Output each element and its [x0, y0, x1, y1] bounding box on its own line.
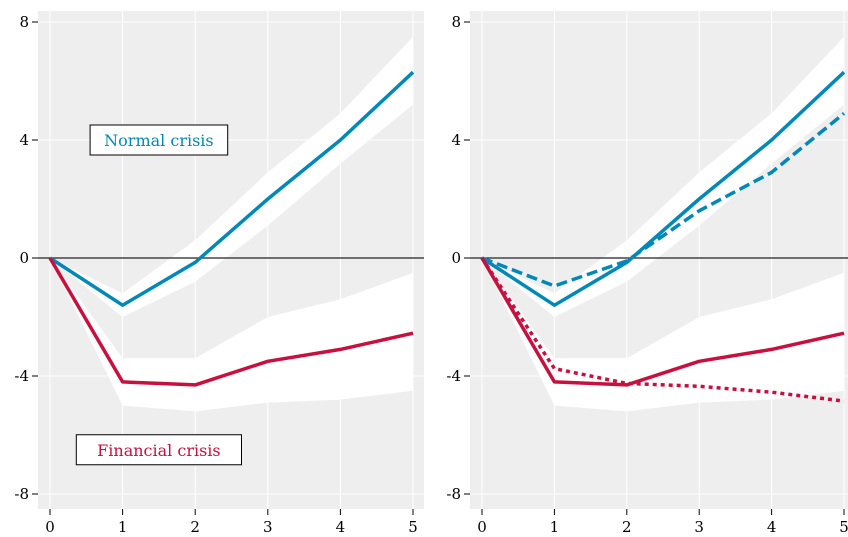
x-tick-label: 5 [839, 518, 848, 536]
x-tick-label: 1 [550, 518, 560, 536]
x-tick-label: 5 [408, 518, 418, 536]
y-tick-label: 4 [451, 131, 461, 149]
x-tick-label: 1 [118, 518, 128, 536]
y-tick-label: 0 [451, 249, 461, 267]
x-tick-label: 3 [263, 518, 273, 536]
annotation-box [89, 124, 229, 156]
plot-background [470, 11, 848, 509]
annotation-box [75, 434, 242, 466]
y-tick-label: -8 [446, 485, 461, 503]
y-tick-label: 4 [19, 131, 29, 149]
x-tick-label: 0 [45, 518, 55, 536]
y-tick-label: 8 [451, 13, 461, 31]
x-tick-label: 4 [336, 518, 346, 536]
left-panel: 0 1 2 3 4 5 -8 -4 0 4 8 Normal crisis Financial cris… [14, 11, 424, 536]
x-tick-label: 2 [190, 518, 200, 536]
confidence-band [50, 258, 413, 412]
series-line-blue-solid [49, 70, 415, 307]
y-tick-label: -4 [446, 367, 461, 385]
y-tick-label: -4 [14, 367, 29, 385]
series-line-blue-dashed [481, 112, 846, 288]
series-line-red-solid [480, 257, 845, 387]
y-tick-label: 8 [19, 13, 29, 31]
right-panel: 0 1 2 3 4 5 -8 -4 0 4 8 [446, 11, 848, 536]
annotation-label: Normal crisis [104, 131, 213, 150]
series-line-blue-solid [481, 70, 846, 307]
x-tick-label: 3 [694, 518, 704, 536]
x-tick-label: 0 [477, 518, 487, 536]
annotation-label: Financial crisis [97, 441, 220, 460]
series-line-red-solid [48, 257, 414, 387]
confidence-band [482, 258, 844, 412]
y-tick-label: -8 [14, 485, 29, 503]
y-tick-label: 0 [19, 249, 29, 267]
x-tick-label: 2 [622, 518, 632, 536]
series-line-red-dotted [480, 257, 845, 403]
x-tick-label: 4 [767, 518, 777, 536]
